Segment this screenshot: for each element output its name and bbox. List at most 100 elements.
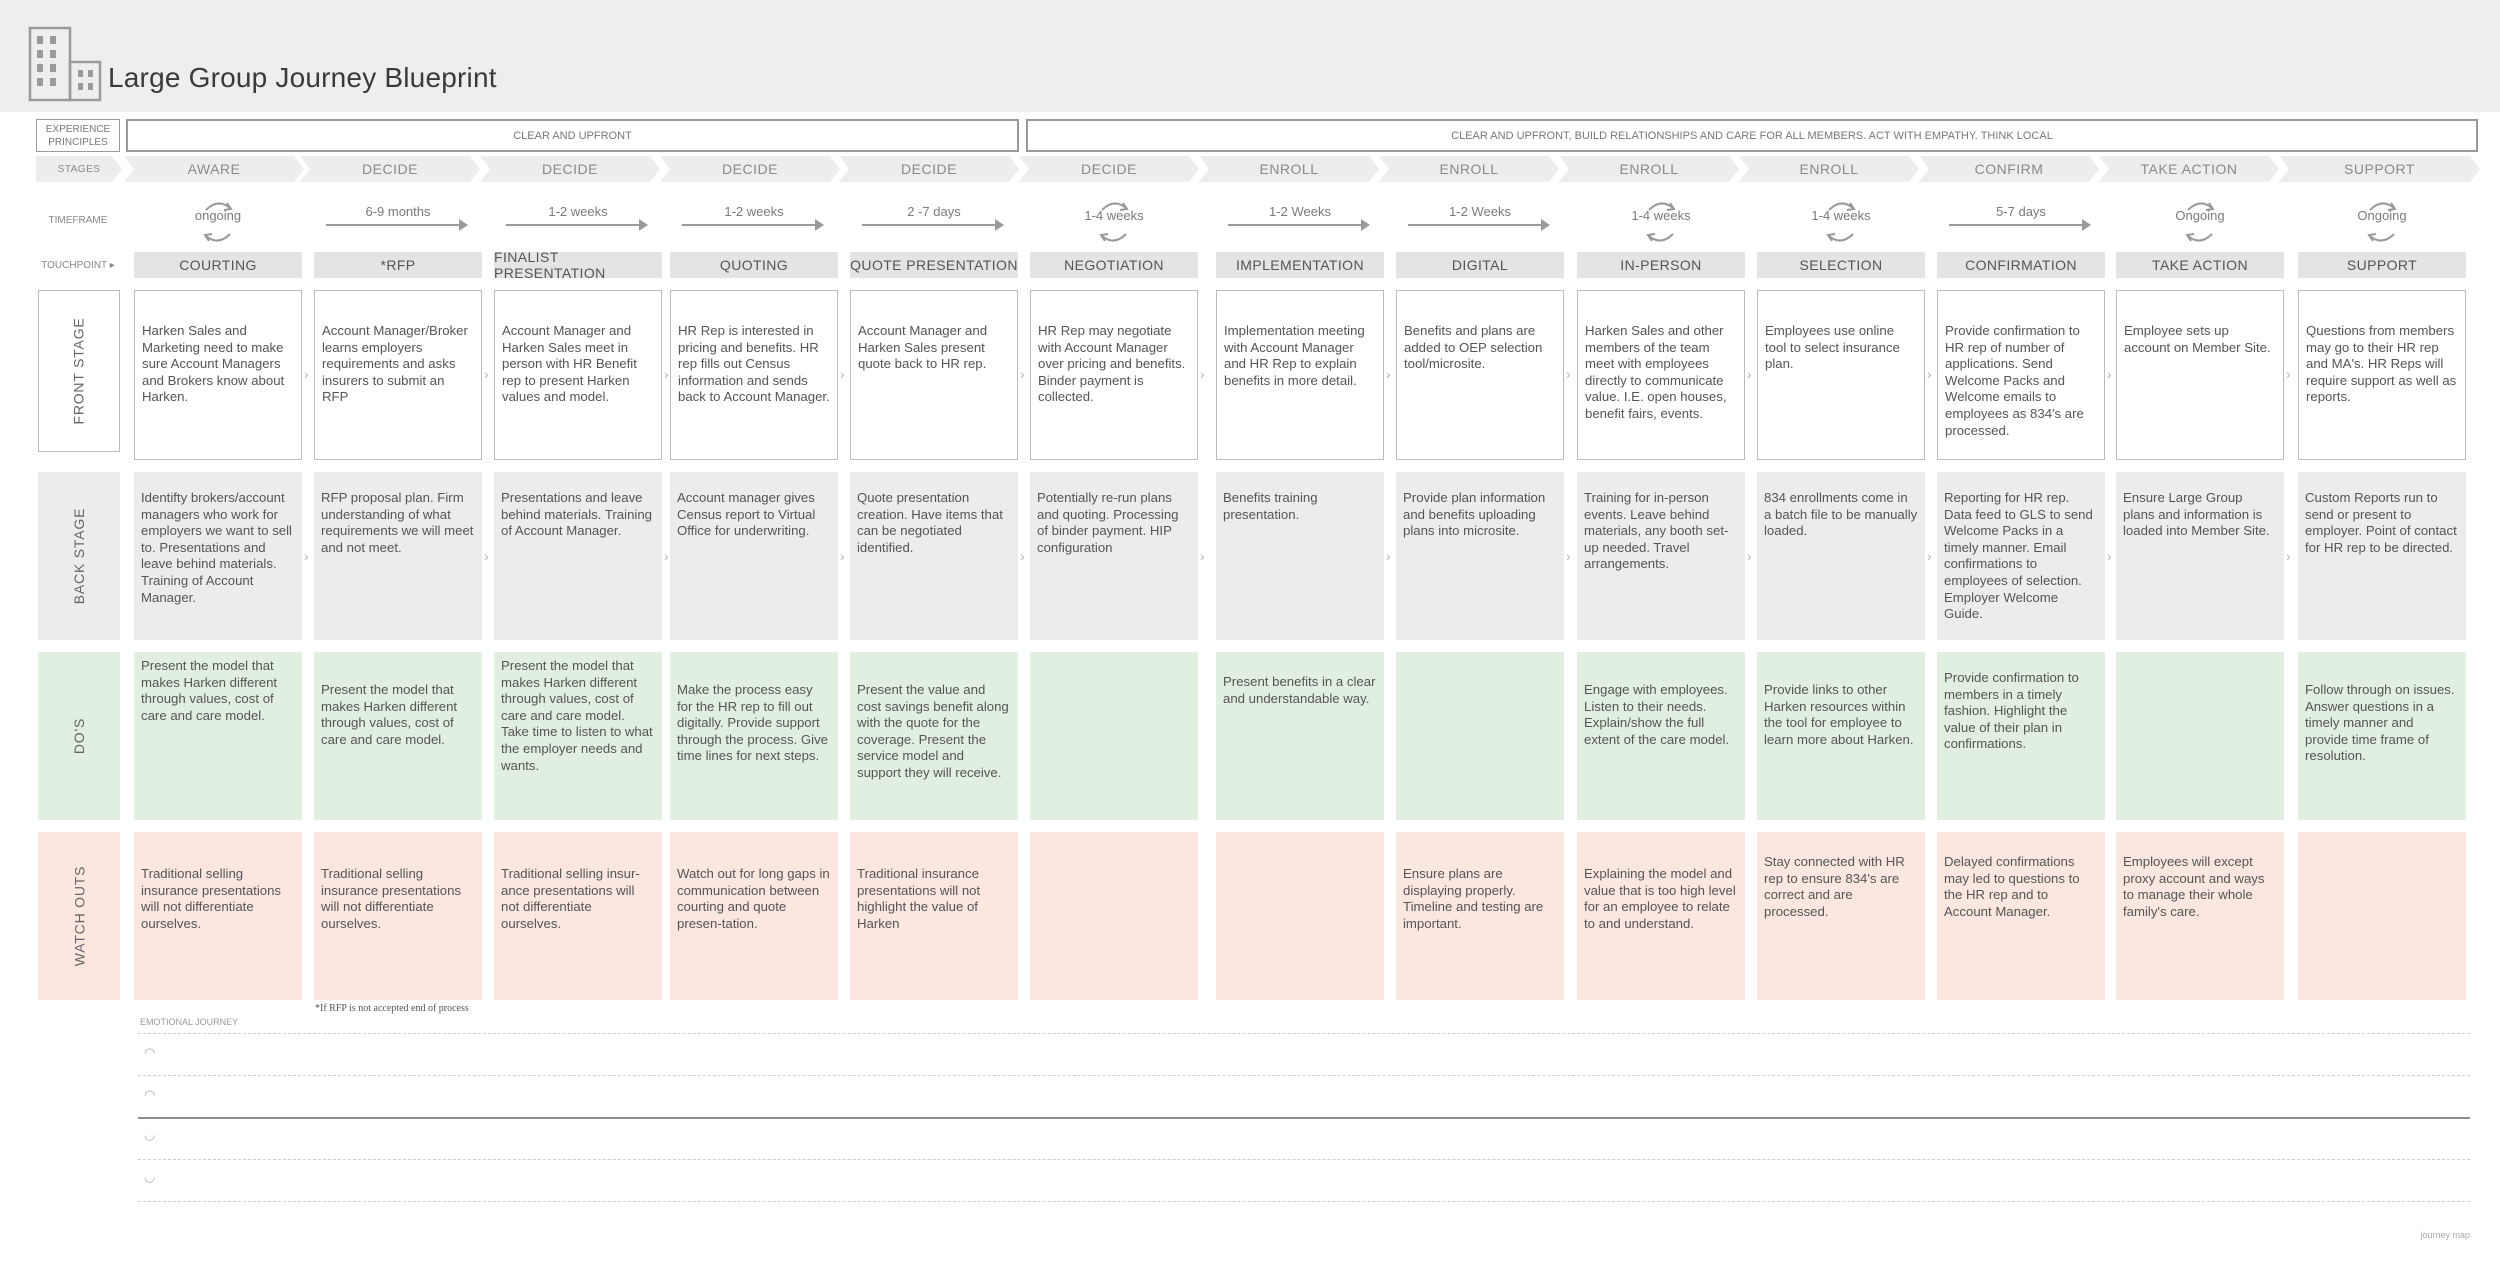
principle-right: CLEAR AND UPFRONT, BUILD RELATIONSHIPS A… <box>1026 119 2478 152</box>
chevron-right-icon: › <box>484 366 489 382</box>
front-stage-cell: Account Manager and Harken Sales present… <box>850 290 1018 460</box>
cycle-icon <box>203 202 233 242</box>
front-stage-cell: Account Manager and Harken Sales meet in… <box>494 290 662 460</box>
front-stage-cell: Harken Sales and Marketing need to make … <box>134 290 302 460</box>
corner-note: journey map <box>2420 1230 2470 1240</box>
stage-8: ENROLL <box>1559 156 1739 182</box>
stage-6: ENROLL <box>1199 156 1379 182</box>
header-bar: Large Group Journey Blueprint <box>0 0 2500 112</box>
back-stage-cell: Provide plan information and benefits up… <box>1396 472 1564 640</box>
very-happy-icon: ◠ <box>144 1045 156 1060</box>
front-stage-cell: Provide confirmation to HR rep of number… <box>1937 290 2105 460</box>
timeframe-0: ongoing <box>194 208 242 223</box>
stage-1: DECIDE <box>300 156 480 182</box>
cycle-icon <box>1099 202 1129 242</box>
chevron-right-icon: › <box>484 548 489 564</box>
cycle-icon <box>2367 202 2397 242</box>
cycle-icon <box>2185 202 2215 242</box>
timeframe-2: 1-2 weeks <box>548 204 608 219</box>
dos-cell: Provide confirmation to members in a tim… <box>1937 652 2105 820</box>
dos-cell: Follow through on issues. Answer questio… <box>2298 652 2466 820</box>
chevron-right-icon: › <box>2286 366 2291 382</box>
back-stage-cell: Identifty brokers/account managers who w… <box>134 472 302 640</box>
timeframe-8: 1-4 weeks <box>1631 208 1691 223</box>
timeframe-arrow <box>682 219 824 231</box>
timeframe-4: 2 -7 days <box>907 204 961 219</box>
watch-outs-cell: Employees will except proxy account and … <box>2116 832 2284 1000</box>
stage-5: DECIDE <box>1019 156 1199 182</box>
dos-cell: Engage with employees. Listen to their n… <box>1577 652 1745 820</box>
watch-outs-cell: Traditional selling insurance presentati… <box>134 832 302 1000</box>
dos-cell <box>1030 652 1198 820</box>
chevron-right-icon: › <box>1200 548 1205 564</box>
front-stage-cell: Employees use online tool to select insu… <box>1757 290 1925 460</box>
chevron-right-icon: › <box>664 366 669 382</box>
touchpoint-label: TOUCHPOINT ▸ <box>41 260 115 271</box>
dos-cell: Present the model that makes Harken diff… <box>314 652 482 820</box>
back-stage-cell: Benefits training presentation. <box>1216 472 1384 640</box>
watch-outs-cell: Stay connected with HR rep to ensure 834… <box>1757 832 1925 1000</box>
front-stage-cell: Questions from members may go to their H… <box>2298 290 2466 460</box>
timeframe-3: 1-2 weeks <box>724 204 784 219</box>
chevron-right-icon: › <box>1747 366 1752 382</box>
building-icon <box>28 26 102 102</box>
dos-cell: Make the process easy for the HR rep to … <box>670 652 838 820</box>
emotional-journey-label: EMOTIONAL JOURNEY <box>140 1017 239 1027</box>
timeframe-label: TIMEFRAME <box>48 215 108 226</box>
back-stage-cell: Quote presentation creation. Have items … <box>850 472 1018 640</box>
chevron-right-icon: › <box>1927 366 1932 382</box>
watch-outs-label: WATCH OUTS <box>38 832 120 1000</box>
back-stage-cell: Training for in-person events. Leave beh… <box>1577 472 1745 640</box>
chevron-right-icon: › <box>1747 548 1752 564</box>
stage-12: SUPPORT <box>2279 156 2480 182</box>
timeframe-5: 1-4 weeks <box>1084 208 1144 223</box>
chevron-right-icon: › <box>1566 366 1571 382</box>
touchpoint-4: QUOTE PRESENTATION <box>850 252 1018 278</box>
front-stage-cell: Employee sets up account on Member Site. <box>2116 290 2284 460</box>
front-stage-cell: Account Manager/Broker learns employers … <box>314 290 482 460</box>
chevron-right-icon: › <box>1200 366 1205 382</box>
watch-outs-cell: Watch out for long gaps in communication… <box>670 832 838 1000</box>
emotional-journey-area: ◠ ◠ ◡ ◡ <box>138 1033 2470 1202</box>
timeframe-arrow <box>1408 219 1550 231</box>
front-stage-cell: Implementation meeting with Account Mana… <box>1216 290 1384 460</box>
front-stage-label: FRONT STAGE <box>38 290 120 452</box>
stage-9: ENROLL <box>1739 156 1919 182</box>
back-stage-cell: Potentially re-run plans and quoting. Pr… <box>1030 472 1198 640</box>
watch-outs-cell: Explaining the model and value that is t… <box>1577 832 1745 1000</box>
rfp-footnote: *If RFP is not accepted end of process <box>315 1003 469 1014</box>
experience-principles-label: EXPERIENCE PRINCIPLES <box>36 119 120 152</box>
chevron-right-icon: › <box>1386 548 1391 564</box>
touchpoint-9: SELECTION <box>1757 252 1925 278</box>
happy-icon: ◠ <box>144 1087 156 1102</box>
timeframe-10: 5-7 days <box>1996 204 2046 219</box>
watch-outs-cell: Traditional selling insurance presentati… <box>314 832 482 1000</box>
chevron-right-icon: › <box>1020 366 1025 382</box>
chevron-right-icon: › <box>2107 366 2112 382</box>
timeframe-arrow <box>506 219 648 231</box>
timeframe-arrow <box>1949 219 2091 231</box>
touchpoint-11: TAKE ACTION <box>2116 252 2284 278</box>
timeframe-6: 1-2 Weeks <box>1269 204 1331 219</box>
touchpoint-12: SUPPORT <box>2298 252 2466 278</box>
front-stage-cell: Benefits and plans are added to OEP sele… <box>1396 290 1564 460</box>
back-stage-cell: Ensure Large Group plans and information… <box>2116 472 2284 640</box>
stage-4: DECIDE <box>839 156 1019 182</box>
timeframe-arrow <box>1228 219 1370 231</box>
dos-cell: Present the model that makes Harken diff… <box>494 652 662 820</box>
back-stage-cell: Reporting for HR rep. Data feed to GLS t… <box>1937 472 2105 640</box>
back-stage-cell: RFP proposal plan. Firm understanding of… <box>314 472 482 640</box>
timeframe-12: Ongoing <box>2357 208 2407 223</box>
cycle-icon <box>1646 202 1676 242</box>
timeframe-1: 6-9 months <box>365 204 431 219</box>
chevron-right-icon: › <box>1020 548 1025 564</box>
touchpoint-1: *RFP <box>314 252 482 278</box>
touchpoint-8: IN-PERSON <box>1577 252 1745 278</box>
touchpoint-5: NEGOTIATION <box>1030 252 1198 278</box>
sad-icon: ◡ <box>144 1127 156 1142</box>
watch-outs-cell <box>2298 832 2466 1000</box>
watch-outs-cell: Traditional insurance presentations will… <box>850 832 1018 1000</box>
touchpoint-0: COURTING <box>134 252 302 278</box>
timeframe-arrow <box>862 219 1004 231</box>
watch-outs-cell: Traditional selling insur-ance presentat… <box>494 832 662 1000</box>
